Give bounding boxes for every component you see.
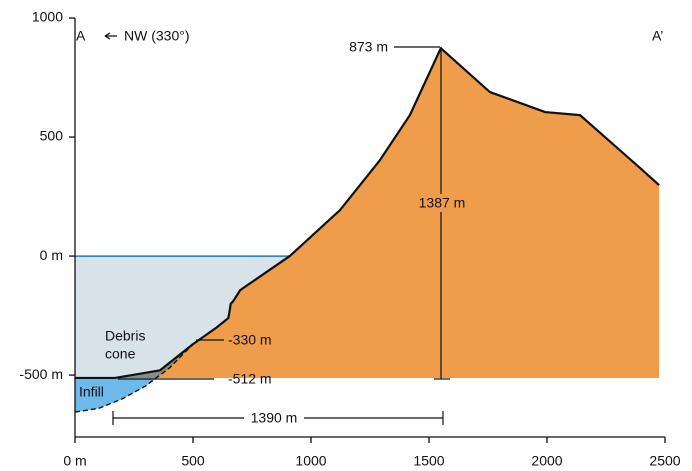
x-tick-label: 2000 <box>531 453 562 469</box>
depth-label: -512 m <box>228 371 272 387</box>
x-tick-label: 1000 <box>295 453 326 469</box>
height-label: 1387 m <box>419 195 466 211</box>
direction-label: NW (330°) <box>124 28 190 44</box>
y-tick-label: 500 <box>40 128 64 144</box>
debris-label: cone <box>105 346 136 362</box>
x-tick-label: 500 <box>181 453 205 469</box>
y-tick-label: -500 m <box>19 366 63 382</box>
x-tick-label: 1500 <box>413 453 444 469</box>
width-label: 1390 m <box>251 410 298 426</box>
debris-label: Debris <box>105 328 145 344</box>
chart: A NW (330°) A’ 873 m 1387 m Debris cone … <box>0 0 692 471</box>
depth-label: -330 m <box>228 332 272 348</box>
peak-label: 873 m <box>349 39 388 55</box>
infill-label: Infill <box>79 384 104 400</box>
x-tick-label: 0 m <box>63 453 86 469</box>
x-tick-label: 2500 <box>649 453 680 469</box>
section-end-label: A’ <box>652 28 663 44</box>
y-tick-label: 0 m <box>40 247 63 263</box>
y-tick-label: 1000 <box>32 9 63 25</box>
section-end-label: A <box>76 28 86 44</box>
direction-arrow <box>105 33 117 39</box>
